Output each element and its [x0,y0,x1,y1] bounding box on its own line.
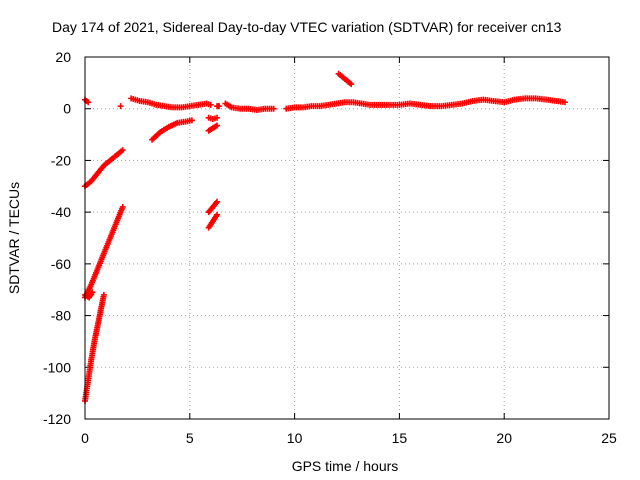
series-segment-1 [82,96,92,106]
data-point [216,103,223,110]
series-segment-11 [214,103,223,110]
data-point [117,103,124,110]
y-tick-label: -120 [43,411,71,427]
grid-lines [85,57,609,419]
series-segment-13 [205,211,221,231]
y-tick-label: -20 [51,152,71,168]
data-point [119,147,126,154]
x-tick-label: 25 [601,430,617,446]
data-point [561,99,568,106]
data-point [214,114,221,121]
x-axis-label: GPS time / hours [292,458,399,474]
y-axis-label: SDTVAR / TECUs [6,182,22,294]
data-point [188,117,195,124]
series-segment-12 [205,198,221,216]
plot-frame [84,56,610,420]
data-points [82,70,568,404]
series-segment-3 [82,203,126,301]
y-tick-label: -100 [43,359,71,375]
series-segment-5 [82,289,96,301]
chart-title: Day 174 of 2021, Sidereal Day-to-day VTE… [52,19,562,35]
series-segment-6 [117,103,124,110]
data-point [89,289,96,296]
data-point [119,203,126,210]
series-segment-15 [283,95,568,112]
x-tick-label: 10 [287,430,303,446]
data-point [207,101,214,108]
x-tick-labels: 0 5 10 15 20 25 [81,430,617,446]
x-tick-label: 20 [496,430,512,446]
axis-ticks [84,56,610,420]
series-segment-10 [205,122,221,134]
y-tick-label: -40 [51,204,71,220]
y-tick-label: 20 [55,49,71,65]
series-segment-7 [128,95,214,111]
x-tick-label: 5 [186,430,194,446]
y-tick-label: -80 [51,308,71,324]
data-point [100,291,107,298]
series-segment-4 [82,291,107,404]
x-tick-label: 0 [81,430,89,446]
series-segment-14 [222,100,277,114]
data-point [270,105,277,112]
series-segment-8 [149,117,195,143]
y-tick-labels: -120 -100 -80 -60 -40 -20 0 20 [43,49,71,427]
data-point [85,99,92,106]
x-tick-label: 15 [392,430,408,446]
data-point [214,211,221,218]
series-segment-9 [205,114,221,123]
y-tick-label: 0 [63,101,71,117]
data-point [348,81,355,88]
data-point [214,198,221,205]
series-segment-2 [82,147,126,190]
data-point [214,122,221,129]
y-tick-label: -60 [51,256,71,272]
series-segment-16 [335,70,355,88]
